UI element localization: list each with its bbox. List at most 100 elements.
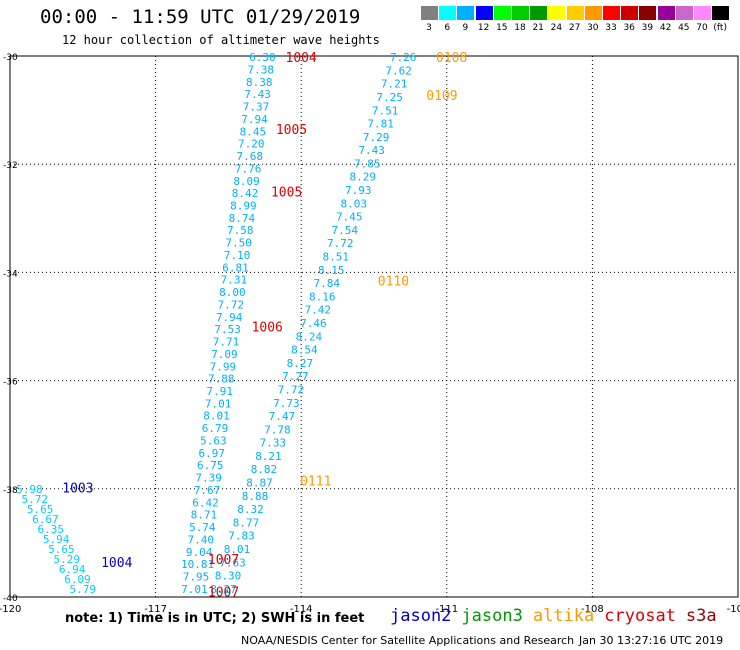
colorscale-swatch: [657, 6, 675, 20]
wave-height-point: 6.94: [59, 563, 86, 576]
satellite-legend: jason2 jason3 altika cryosat s3a: [390, 606, 727, 626]
chart-title: 00:00 - 11:59 UTC 01/29/2019: [40, 6, 361, 28]
wave-height-point: 7.81: [367, 118, 394, 131]
wave-height-point: 7.10: [224, 249, 251, 262]
wave-height-point: 7.01: [205, 397, 232, 410]
wave-height-point: 8.09: [233, 175, 260, 188]
colorscale-label: 3: [426, 23, 432, 33]
wave-height-point: 5.94: [43, 533, 70, 546]
wave-height-point: 8.45: [240, 125, 267, 138]
wave-height-point: 9.04: [186, 546, 213, 559]
wave-height-point: 7.42: [305, 304, 332, 317]
y-tick-label: -30: [3, 53, 18, 63]
y-tick-label: -38: [3, 486, 18, 496]
wave-height-point: 7.68: [236, 150, 263, 163]
wave-height-point: 7.72: [327, 237, 354, 250]
colorscale-label: 39: [641, 23, 654, 33]
colorscale-swatch: [421, 6, 438, 20]
wave-height-point: 8.77: [233, 516, 260, 529]
wave-height-point: 5.65: [48, 543, 75, 556]
pass-time-label: 0110: [378, 275, 409, 290]
colorscale-swatch: [439, 6, 457, 20]
colorscale-label: 36: [623, 23, 635, 33]
wave-height-point: 7.47: [269, 410, 296, 423]
colorscale-swatch: [530, 6, 548, 20]
colorscale-label: 12: [477, 23, 490, 33]
wave-height-point: 8.29: [349, 171, 376, 184]
pass-time-label: 1005: [271, 185, 302, 200]
colorscale-swatch: [548, 6, 566, 20]
wave-height-point: 6.30: [249, 51, 276, 64]
y-tick-label: -36: [3, 378, 18, 388]
colorscale-label: 70: [696, 23, 708, 33]
wave-height-point: 7.63: [219, 556, 246, 569]
colorscale-swatch: [675, 6, 693, 20]
wave-height-point: 7.37: [243, 101, 270, 114]
wave-height-point: 7.78: [264, 423, 291, 436]
wave-height-point: 7.72: [278, 383, 305, 396]
wave-height-point: 6.09: [64, 573, 91, 586]
wave-height-point: 10.81: [181, 558, 214, 571]
pass-time-label: 1007: [208, 586, 239, 601]
wave-height-point: 5.72: [22, 493, 49, 506]
wave-height-point: 7.40: [187, 533, 214, 546]
wave-height-point: 7.62: [385, 64, 412, 77]
wave-height-point: 7.39: [195, 472, 222, 485]
chart-subtitle: 12 hour collection of altimeter wave hei…: [62, 33, 380, 47]
wave-height-point: 8.88: [242, 490, 269, 503]
wave-height-point: 6.35: [38, 523, 65, 536]
colorscale-label: 27: [568, 23, 581, 33]
pass-time-label: 1004: [286, 51, 317, 66]
wave-height-point: 5.65: [27, 503, 54, 516]
wave-height-point: 7.71: [213, 336, 240, 349]
pass-time-label: 1007: [208, 553, 239, 568]
wave-height-point: 7.93: [345, 184, 372, 197]
wave-height-point: 7.58: [227, 224, 254, 237]
wave-height-point: 8.54: [291, 344, 318, 357]
wave-height-point: 8.87: [246, 477, 273, 490]
wave-height-point: 7.43: [358, 144, 385, 157]
wave-height-point: 7.27: [282, 370, 309, 383]
satellite-label-cryosat: cryosat: [604, 606, 676, 626]
wave-height-point: 5.79: [70, 583, 97, 596]
wave-height-point: 8.38: [246, 76, 273, 89]
wave-height-point: 5.98: [16, 483, 43, 496]
satellite-label-jason2: jason2: [390, 606, 452, 626]
wave-height-point: 7.84: [314, 277, 341, 290]
wave-height-point: 8.03: [340, 197, 367, 210]
x-tick-label: -120: [0, 604, 21, 615]
satellite-label-jason3: jason3: [461, 606, 523, 626]
timestamp-text: Jan 30 13:27:16 UTC 2019: [579, 634, 724, 647]
wave-height-point: 7.95: [183, 571, 210, 584]
colorscale-swatch: [512, 6, 529, 20]
wave-height-point: 7.20: [238, 138, 265, 151]
x-tick-label: -117: [144, 604, 167, 615]
colorscale-label: 45: [678, 23, 690, 33]
x-tick-label: -111: [435, 604, 458, 615]
wave-height-point: 6.97: [199, 447, 226, 460]
wave-height-point: 6.79: [202, 422, 229, 435]
wave-height-point: 7.31: [221, 274, 248, 287]
colorscale-swatch: [603, 6, 620, 20]
wave-height-point: 7.51: [372, 104, 399, 117]
footnote: note: 1) Time is in UTC; 2) SWH is in fe…: [65, 611, 365, 626]
y-tick-label: -32: [3, 161, 18, 171]
pass-time-label: 0109: [426, 89, 457, 104]
colorscale-label: 15: [496, 23, 508, 33]
wave-height-point: 8.42: [232, 187, 259, 200]
wave-height-point: 7.53: [214, 323, 241, 336]
wave-height-point: 8.16: [309, 290, 336, 303]
wave-height-point: 8.01: [224, 543, 251, 556]
colorscale-swatch: [475, 6, 493, 20]
wave-height-point: 6.67: [32, 513, 59, 526]
wave-height-point: 8.21: [255, 450, 282, 463]
colorscale-swatch: [457, 6, 475, 20]
wave-height-point: 7.33: [260, 437, 287, 450]
y-tick-label: -40: [3, 594, 18, 604]
colorscale-label: 24: [550, 23, 563, 33]
pass-time-label: 0108: [436, 51, 467, 66]
wave-height-point: 7.45: [336, 211, 363, 224]
wave-height-point: 8.00: [219, 286, 246, 299]
colorscale-label: 42: [659, 23, 672, 33]
